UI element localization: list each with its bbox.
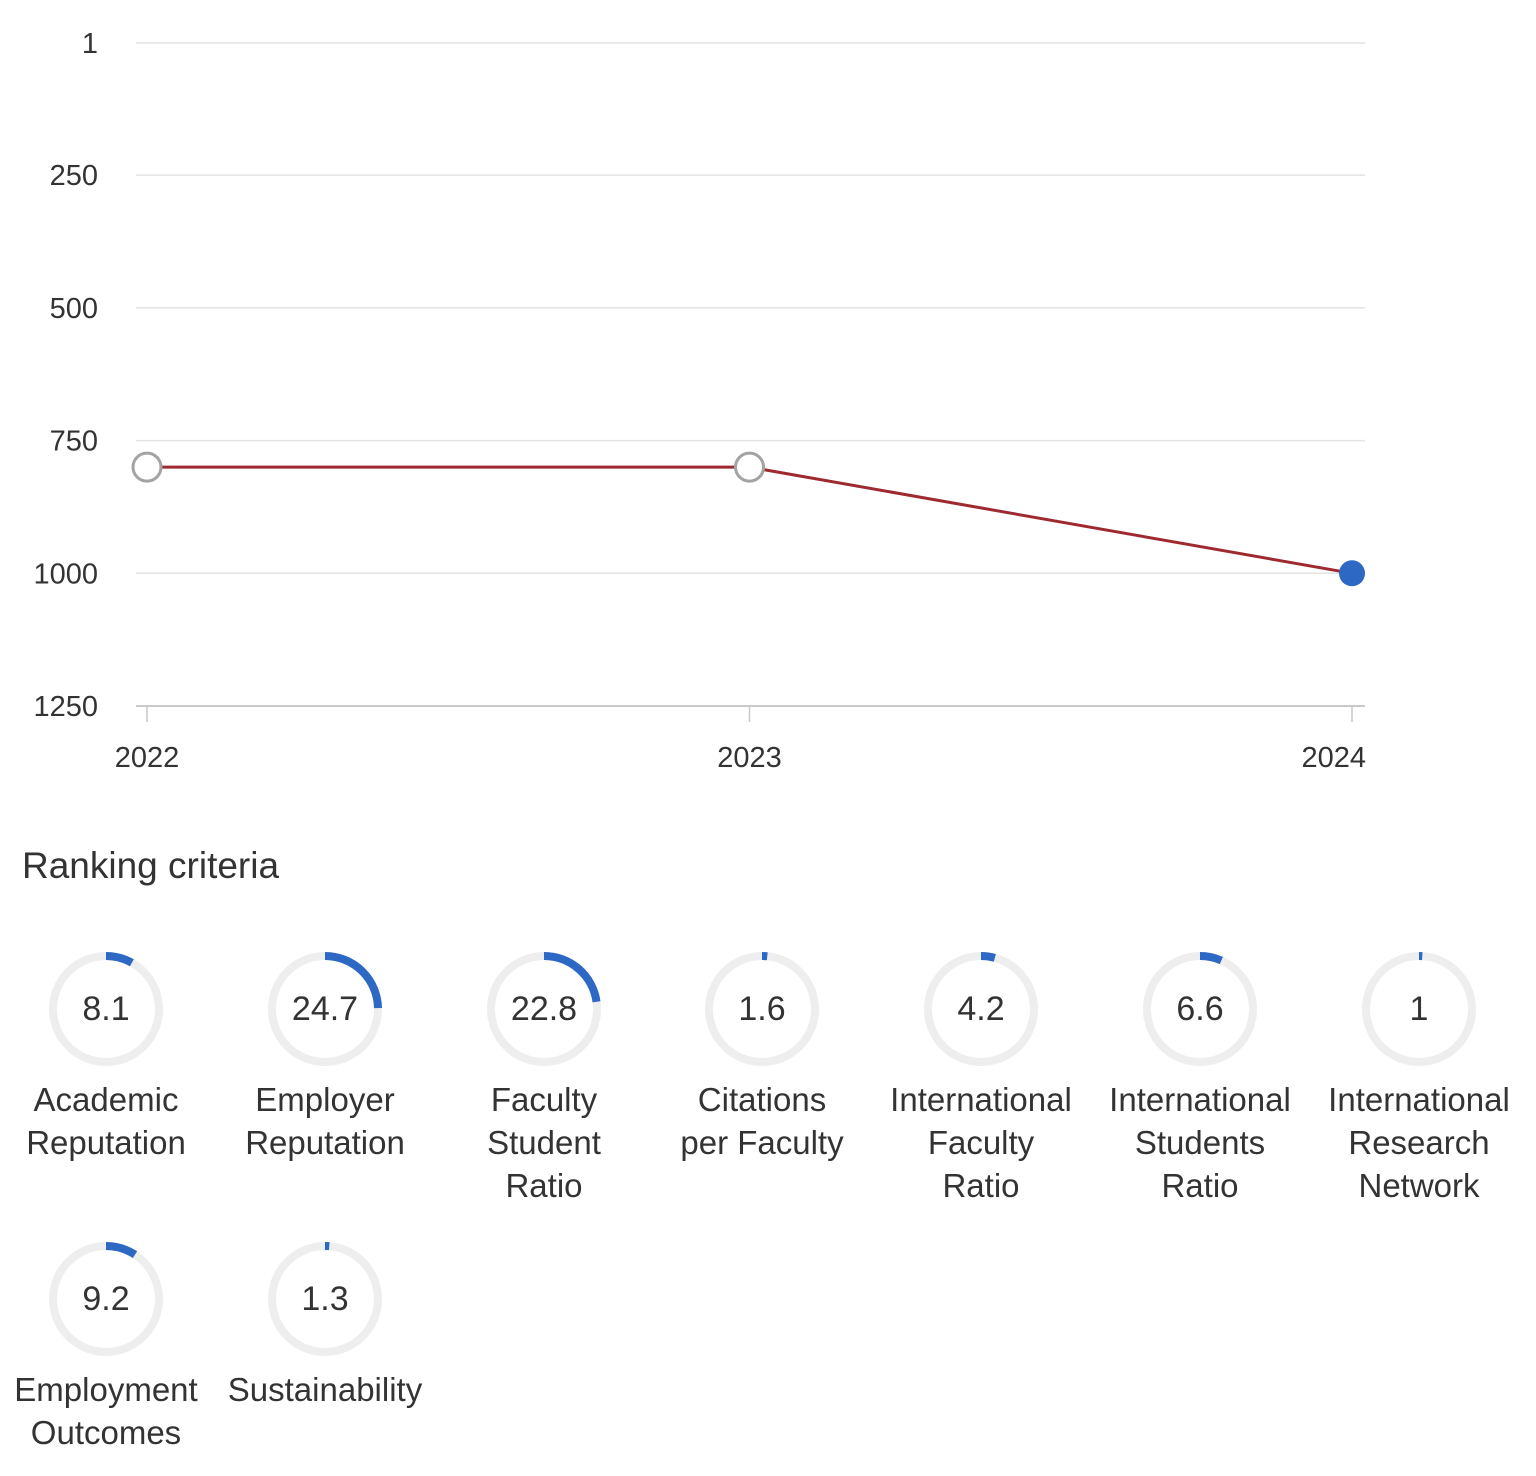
gauge-fill	[1362, 952, 1476, 1066]
gauge-fill	[924, 952, 1038, 1066]
y-tick-label: 1	[82, 28, 98, 60]
ranking-criteria-title: Ranking criteria	[22, 845, 280, 886]
criterion-gauge: 4.2	[922, 950, 1040, 1068]
criterion-gauge: 1.3	[266, 1240, 384, 1358]
criterion-card: 22.8 Faculty Student Ratio	[439, 950, 649, 1207]
criterion-label: Citations per Faculty	[680, 1081, 844, 1161]
criterion-label: Employer Reputation	[245, 1081, 405, 1161]
gauge-fill	[1143, 952, 1257, 1066]
criterion-gauge: 1	[1360, 950, 1478, 1068]
criterion-score: 9.2	[82, 1280, 130, 1318]
criterion-score: 1	[1409, 990, 1429, 1028]
criterion-score: 24.7	[291, 990, 359, 1028]
rank-point[interactable]	[734, 451, 765, 483]
criterion-card: 9.2 Employment Outcomes	[1, 1240, 211, 1454]
criterion-card: 1.3 Sustainability	[220, 1240, 430, 1411]
y-tick-label: 250	[50, 160, 98, 192]
criterion-card: 24.7 Employer Reputation	[220, 950, 430, 1164]
gauge-fill	[705, 952, 819, 1066]
rank-point[interactable]	[131, 451, 163, 483]
criterion-score: 22.8	[510, 990, 578, 1028]
x-tick-label: 2022	[115, 742, 180, 774]
criterion-label: Academic Reputation	[26, 1081, 186, 1161]
criterion-card: 4.2 International Faculty Ratio	[876, 950, 1086, 1207]
gauge-ring	[268, 952, 382, 1066]
gauge-ring	[487, 952, 601, 1066]
gauge-fill	[49, 1242, 163, 1356]
criterion-score: 1.6	[738, 990, 786, 1028]
criterion-score: 4.2	[957, 990, 1005, 1028]
gauge-fill	[487, 952, 601, 1066]
criterion-label: International Students Ratio	[1109, 1081, 1291, 1204]
rank-series-line	[147, 465, 1353, 575]
x-tick-label: 2023	[717, 742, 782, 774]
rank-series	[131, 451, 1365, 587]
gauge-ring	[49, 1242, 163, 1356]
criterion-card: 6.6 International Students Ratio	[1095, 950, 1305, 1207]
criterion-label: International Research Network	[1328, 1081, 1510, 1204]
criterion-label: Employment Outcomes	[14, 1371, 198, 1451]
gauge-ring	[705, 952, 819, 1066]
criterion-score: 1.3	[301, 1280, 349, 1318]
criterion-gauge: 24.7	[266, 950, 384, 1068]
y-tick-label: 750	[50, 426, 98, 458]
y-tick-label: 500	[50, 293, 98, 325]
x-tick-label: 2024	[1301, 742, 1366, 774]
chart-gridlines	[136, 42, 1365, 707]
gauge-fill	[268, 952, 382, 1066]
criterion-label: Sustainability	[227, 1371, 423, 1408]
criterion-card: 1.6 Citations per Faculty	[657, 950, 867, 1164]
criterion-gauge: 6.6	[1141, 950, 1259, 1068]
criterion-card: 8.1 Academic Reputation	[1, 950, 211, 1164]
criterion-gauge: 8.1	[47, 950, 165, 1068]
criterion-gauge: 9.2	[47, 1240, 165, 1358]
criterion-gauge: 1.6	[703, 950, 821, 1068]
criterion-score: 8.1	[82, 990, 130, 1028]
gauge-fill	[49, 952, 163, 1066]
gauge-ring	[49, 952, 163, 1066]
gauge-ring	[268, 1242, 382, 1356]
gauge-ring	[1362, 952, 1476, 1066]
criterion-gauge: 22.8	[485, 950, 603, 1068]
criterion-card: 1 International Research Network	[1314, 950, 1524, 1207]
x-axis-ticks: 2022 2023 2024	[115, 706, 1366, 774]
gauge-ring	[1143, 952, 1257, 1066]
gauge-fill	[268, 1242, 382, 1356]
y-tick-label: 1000	[33, 558, 98, 590]
criterion-label: International Faculty Ratio	[890, 1081, 1072, 1204]
rank-point-current[interactable]	[1339, 560, 1365, 587]
criterion-label: Faculty Student Ratio	[487, 1081, 601, 1204]
y-tick-label: 1250	[33, 691, 98, 723]
gauge-ring	[924, 952, 1038, 1066]
criterion-score: 6.6	[1176, 990, 1224, 1028]
